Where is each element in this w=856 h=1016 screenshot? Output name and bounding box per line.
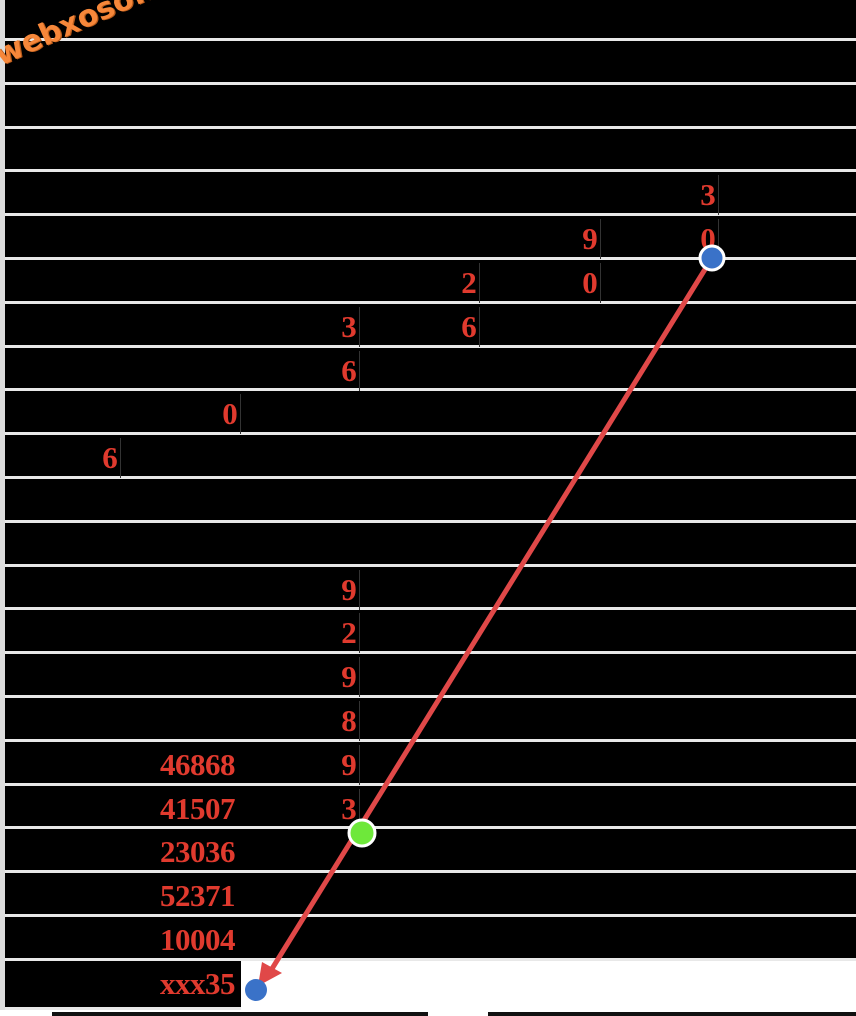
bottom-scrollbar[interactable] [0, 1010, 856, 1016]
arrow-line [267, 255, 715, 975]
scroll-segment [52, 1012, 428, 1016]
result-row [5, 960, 241, 1010]
result-row [5, 479, 856, 523]
digit-cell: 6 [339, 350, 360, 391]
result-number: 46868 [160, 746, 236, 782]
arrow-head [258, 962, 282, 986]
digit-cell: 6 [100, 438, 121, 479]
digit-cell: 0 [580, 263, 601, 303]
result-row [5, 654, 856, 698]
digit-cell: 9 [580, 219, 601, 260]
result-row [5, 303, 856, 348]
result-row [5, 347, 856, 392]
result-row [5, 435, 856, 479]
digit-cell: 2 [339, 613, 360, 654]
digit-cell: 6 [459, 306, 480, 347]
end-dot [245, 979, 267, 1001]
result-row [5, 41, 856, 85]
result-row [5, 610, 856, 655]
digit-cell: 9 [339, 569, 360, 610]
result-row [5, 391, 856, 436]
digit-cell: 9 [339, 657, 360, 698]
start-dot [698, 244, 726, 272]
result-row [5, 128, 856, 173]
digit-cell: 9 [339, 744, 360, 785]
mid-dot [347, 818, 377, 848]
digit-cell: 2 [459, 263, 480, 303]
left-border [0, 0, 5, 1010]
result-row [5, 522, 856, 567]
result-number: 10004 [160, 922, 236, 957]
result-row [5, 829, 856, 874]
digit-cell: 3 [339, 788, 360, 829]
result-number: 52371 [160, 878, 236, 914]
result-row [5, 84, 856, 129]
result-number: 23036 [160, 834, 236, 870]
digit-cell: 3 [339, 306, 360, 347]
result-row [5, 741, 856, 786]
result-row [5, 917, 856, 961]
result-number: 41507 [160, 790, 236, 826]
result-row [5, 566, 856, 611]
result-row [5, 0, 856, 41]
result-number: xxx35 [160, 965, 236, 1001]
result-row [5, 873, 856, 917]
digit-cell: 8 [339, 701, 360, 741]
result-row [5, 785, 856, 830]
digit-cell: 3 [698, 175, 719, 216]
result-row [5, 172, 856, 217]
scroll-segment [488, 1012, 856, 1016]
digit-cell: 0 [220, 394, 241, 435]
result-row [5, 698, 856, 742]
